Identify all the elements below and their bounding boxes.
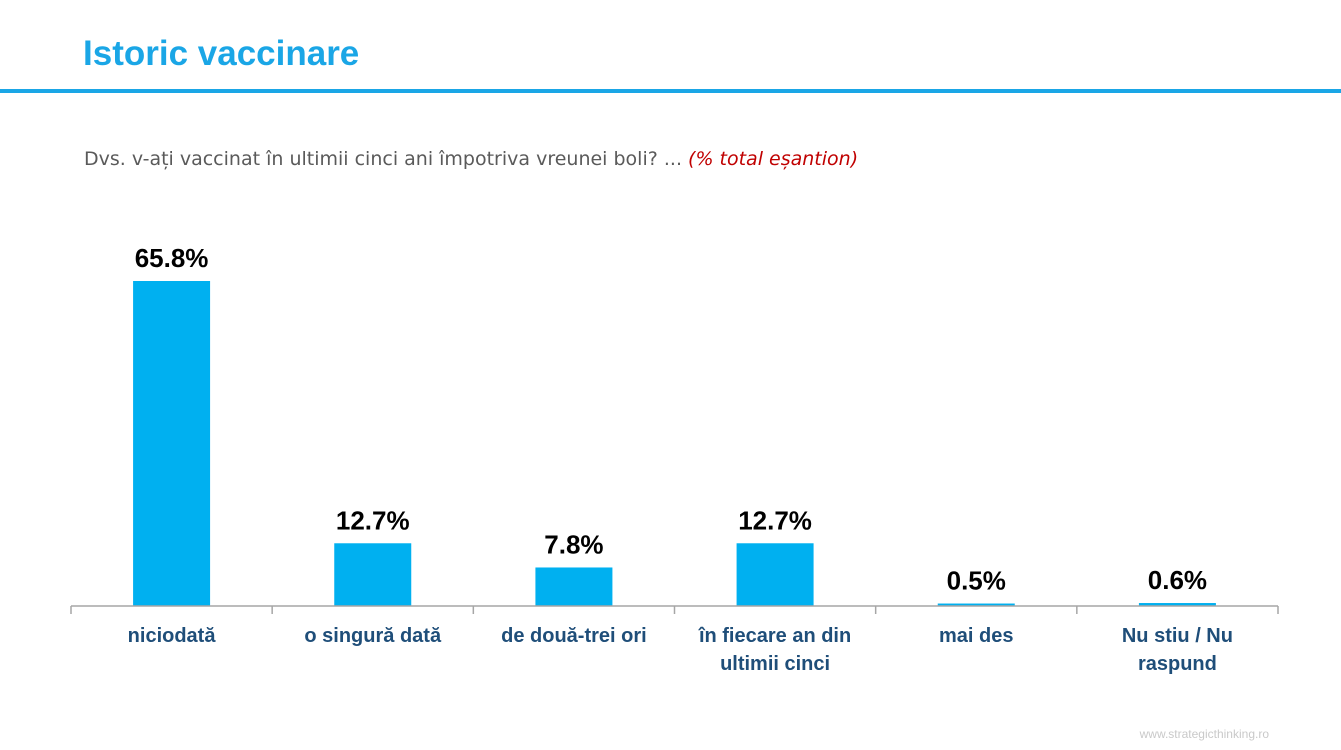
value-labels-group: 65.8% 12.7% 7.8% 12.7% 0.5% 0.6% — [135, 243, 1207, 596]
bar — [1138, 603, 1216, 606]
bar — [937, 603, 1015, 606]
category-label: o singură dată — [304, 625, 442, 647]
category-label: de două-trei ori — [501, 625, 647, 647]
bars-group — [133, 281, 1216, 606]
bar-value-label: 0.5% — [947, 566, 1006, 596]
bar-value-label: 12.7% — [336, 505, 410, 535]
category-label: raspund — [1138, 653, 1217, 675]
footer-url: www.strategicthinking.ro — [1139, 727, 1269, 741]
category-labels-group: niciodată o singură dată de două-trei ori î… — [128, 625, 1233, 675]
slide-title: Istoric vaccinare — [83, 34, 360, 73]
category-label: ultimii cinci — [720, 653, 830, 675]
category-label: Nu stiu / Nu — [1122, 625, 1233, 647]
survey-question: Dvs. v-ați vaccinat în ultimii cinci ani… — [84, 145, 858, 173]
bar-value-label: 0.6% — [1148, 565, 1207, 595]
category-label: în fiecare an din — [698, 625, 851, 647]
category-label: niciodată — [128, 625, 217, 647]
bar — [736, 543, 814, 606]
question-note: (% total eșantion) — [688, 148, 859, 170]
bar-value-label: 7.8% — [544, 529, 603, 559]
bar — [334, 543, 412, 606]
title-divider — [0, 89, 1341, 93]
bar — [133, 281, 211, 606]
question-text: Dvs. v-ați vaccinat în ultimii cinci ani… — [84, 148, 682, 170]
x-axis — [70, 605, 1279, 614]
category-label: mai des — [939, 625, 1013, 647]
bar-value-label: 65.8% — [135, 243, 209, 273]
bar-value-label: 12.7% — [738, 505, 812, 535]
bar — [535, 567, 613, 606]
